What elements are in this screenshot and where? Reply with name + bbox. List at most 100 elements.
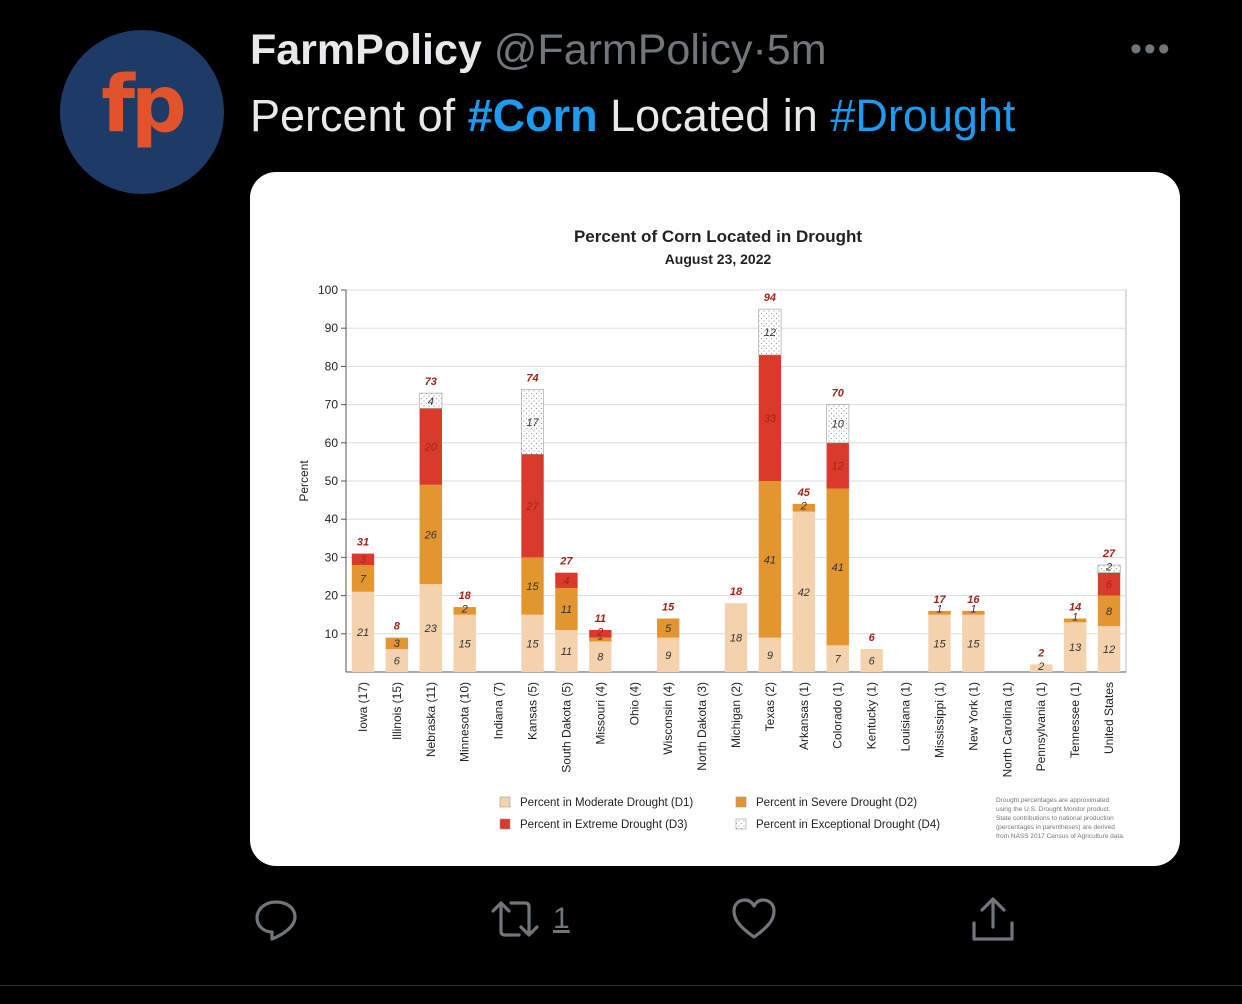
legend-swatch <box>735 796 747 808</box>
bar-segment <box>555 572 578 588</box>
x-tick-label: Colorado (1) <box>831 682 845 749</box>
share-button[interactable] <box>968 895 1018 945</box>
x-tick-label: Pennsylvania (1) <box>1034 682 1048 771</box>
bar-segment <box>826 442 849 489</box>
x-tick-label: Ohio (4) <box>627 682 641 725</box>
x-tick-label: Illinois (15) <box>390 682 404 740</box>
segment-label: 15 <box>526 581 539 593</box>
bar-segment <box>385 637 409 650</box>
total-label: 16 <box>967 594 980 606</box>
y-tick-label: 50 <box>325 474 339 488</box>
segment-label: 4 <box>563 575 569 587</box>
user-handle[interactable]: @FarmPolicy <box>493 26 753 74</box>
bar-segment <box>521 557 544 615</box>
chart-subtitle: August 23, 2022 <box>665 251 772 267</box>
segment-label: 1 <box>970 604 976 616</box>
segment-label: 9 <box>767 650 773 662</box>
bar-segment <box>792 503 816 512</box>
segment-label: 5 <box>665 623 672 635</box>
segment-label: 42 <box>798 587 810 599</box>
segment-label: 12 <box>764 327 776 339</box>
tweet-media-image[interactable]: Percent of Corn Located in Drought August… <box>250 172 1180 866</box>
drought-chart: Percent of Corn Located in Drought August… <box>297 227 1127 840</box>
divider <box>0 985 1242 986</box>
bar-segment <box>589 629 612 638</box>
footnote-line: State contributions to national producti… <box>996 815 1114 822</box>
tweet-actions: 1 <box>0 895 1242 945</box>
bar-segment <box>656 637 680 672</box>
segment-label: 15 <box>933 638 946 650</box>
display-name[interactable]: FarmPolicy <box>250 26 482 74</box>
segment-label: 2 <box>800 501 807 513</box>
x-tick-label: Arkansas (1) <box>797 682 811 750</box>
like-button[interactable] <box>730 895 778 943</box>
legend-label: Percent in Severe Drought (D2) <box>756 797 917 809</box>
hashtag-corn[interactable]: #Corn <box>467 90 598 141</box>
share-icon <box>972 897 1014 941</box>
y-tick-label: 100 <box>318 283 338 297</box>
x-tick-label: Wisconsin (4) <box>661 682 675 755</box>
bar-segment <box>724 603 748 672</box>
hashtag-drought[interactable]: #Drought <box>830 90 1016 141</box>
bar-segment <box>351 565 375 592</box>
segment-label: 2 <box>1037 661 1044 673</box>
segment-label: 10 <box>832 419 845 431</box>
segment-label: 12 <box>832 461 844 473</box>
bar-segment <box>1097 572 1121 596</box>
segment-label: 11 <box>561 604 572 616</box>
segment-label: 2 <box>461 604 468 616</box>
bar-segment <box>1097 564 1121 573</box>
total-label: 27 <box>1102 548 1116 560</box>
x-tick-label: Tennessee (1) <box>1068 682 1082 758</box>
reply-icon <box>255 900 297 941</box>
segment-label: 18 <box>730 633 743 645</box>
bar-segment <box>453 607 476 615</box>
total-label: 14 <box>1069 602 1081 614</box>
tweet-timestamp[interactable]: 5m <box>766 26 827 74</box>
bar-segment <box>758 481 782 638</box>
ellipsis-icon[interactable]: ••• <box>1130 30 1172 68</box>
bar-segment <box>928 614 951 672</box>
y-tick-label: 20 <box>325 589 339 603</box>
y-tick-label: 70 <box>325 398 339 412</box>
profile-avatar[interactable]: fp <box>60 30 224 194</box>
x-tick-label: New York (1) <box>966 682 980 751</box>
bar-segment <box>758 308 782 356</box>
x-tick-label: Indiana (7) <box>492 682 506 739</box>
segment-label: 21 <box>356 627 369 639</box>
bar-segment <box>589 637 612 642</box>
segment-label: 9 <box>665 650 671 662</box>
x-tick-label: Minnesota (10) <box>458 682 472 762</box>
retweet-icon <box>491 901 539 937</box>
segment-label: 2 <box>596 627 603 639</box>
tweet-header: FarmPolicy @FarmPolicy·5m <box>250 26 827 75</box>
bar-segment <box>419 392 443 409</box>
reply-button[interactable] <box>252 895 300 943</box>
total-label: 31 <box>357 537 369 549</box>
x-tick-label: Kentucky (1) <box>865 682 879 749</box>
bar-segment <box>1063 618 1087 623</box>
segment-label: 2 <box>1105 562 1112 574</box>
tweet-text: Percent of #Corn Located in #Drought <box>250 90 1015 142</box>
retweet-count: 1 <box>553 902 570 935</box>
x-tick-label: Louisiana (1) <box>899 682 913 751</box>
y-tick-label: 30 <box>325 550 339 564</box>
legend-label: Percent in Moderate Drought (D1) <box>520 797 693 809</box>
x-tick-label: North Carolina (1) <box>1000 682 1014 777</box>
x-tick-label: Kansas (5) <box>526 682 540 740</box>
segment-label: 3 <box>394 638 401 650</box>
y-tick-label: 10 <box>325 627 339 641</box>
total-label: 74 <box>526 372 538 384</box>
bar-segment <box>521 454 544 558</box>
segment-label: 15 <box>459 638 472 650</box>
total-label: 70 <box>832 388 845 400</box>
retweet-button[interactable]: 1 <box>487 895 570 943</box>
bar-segment <box>351 591 375 672</box>
total-label: 18 <box>730 586 743 598</box>
bar-segment <box>589 641 612 672</box>
total-label: 17 <box>933 594 946 606</box>
x-tick-label: Texas (2) <box>763 682 777 731</box>
total-label: 94 <box>764 292 776 304</box>
legend-swatch <box>499 818 511 830</box>
x-tick-label: South Dakota (5) <box>559 682 573 773</box>
